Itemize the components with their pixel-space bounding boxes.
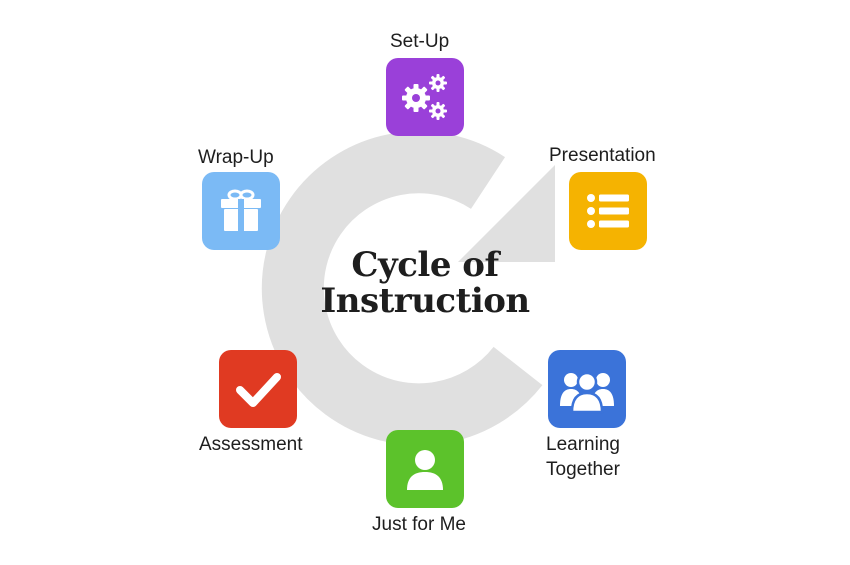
step-presentation-tile [569,172,647,250]
diagram-title-line-2: Instruction [320,281,530,321]
step-learning-together-label-line-1: Learning [546,434,620,455]
step-set-up-tile [386,58,464,136]
group-icon [560,371,614,414]
step-just-for-me-tile [386,430,464,508]
step-learning-together-label-line-2: Together [546,459,620,480]
step-wrap-up-tile [202,172,280,250]
step-wrap-up-label: Wrap-Up [198,147,274,168]
list-icon [587,194,629,228]
checkmark-icon [236,373,281,407]
gears-icon [402,74,447,120]
person-icon [407,450,443,490]
gift-icon [221,189,261,231]
step-assessment-tile [219,350,297,428]
step-set-up-label: Set-Up [390,31,450,52]
step-learning-together-tile [548,350,626,428]
diagram-title-line-1: Cycle of [351,245,499,285]
step-presentation-label: Presentation [549,145,656,166]
step-assessment-label: Assessment [199,434,303,455]
step-just-for-me-label: Just for Me [372,514,466,535]
cycle-arrow-ring [261,131,543,446]
cycle-arrow-head [458,165,555,262]
